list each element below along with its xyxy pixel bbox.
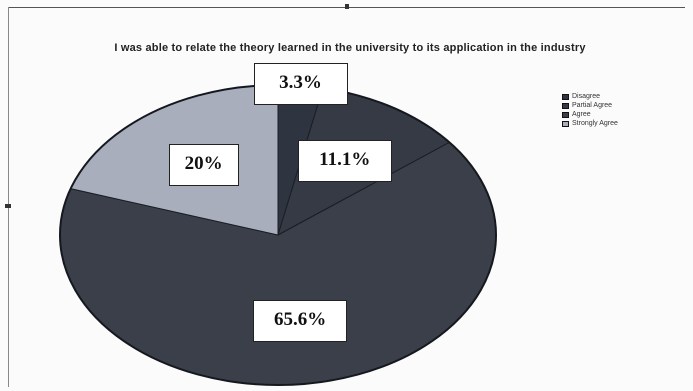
legend-swatch bbox=[562, 111, 569, 118]
legend-swatch bbox=[562, 93, 569, 100]
legend-label: Agree bbox=[572, 111, 591, 118]
data-label-agree: 65.6% bbox=[253, 299, 348, 342]
legend-item: Disagree bbox=[562, 92, 618, 101]
frame-left-tick bbox=[5, 204, 11, 208]
legend-swatch bbox=[562, 120, 569, 127]
legend-item: Strongly Agree bbox=[562, 119, 618, 128]
frame-top-tick bbox=[345, 4, 349, 9]
chart-title: I was able to relate the theory learned … bbox=[114, 42, 586, 54]
frame-left-border bbox=[8, 7, 9, 387]
chart-legend: Disagree Partial Agree Agree Strongly Agree bbox=[562, 92, 618, 128]
data-label-strongly-agree: 20% bbox=[168, 143, 239, 186]
legend-label: Strongly Agree bbox=[572, 120, 618, 127]
legend-item: Agree bbox=[562, 110, 618, 119]
legend-label: Disagree bbox=[572, 93, 601, 100]
legend-label: Partial Agree bbox=[572, 102, 613, 109]
legend-swatch bbox=[562, 102, 569, 109]
data-label-partial-agree: 11.1% bbox=[297, 140, 392, 183]
legend-item: Partial Agree bbox=[562, 101, 618, 110]
data-label-disagree: 3.3% bbox=[253, 62, 348, 105]
